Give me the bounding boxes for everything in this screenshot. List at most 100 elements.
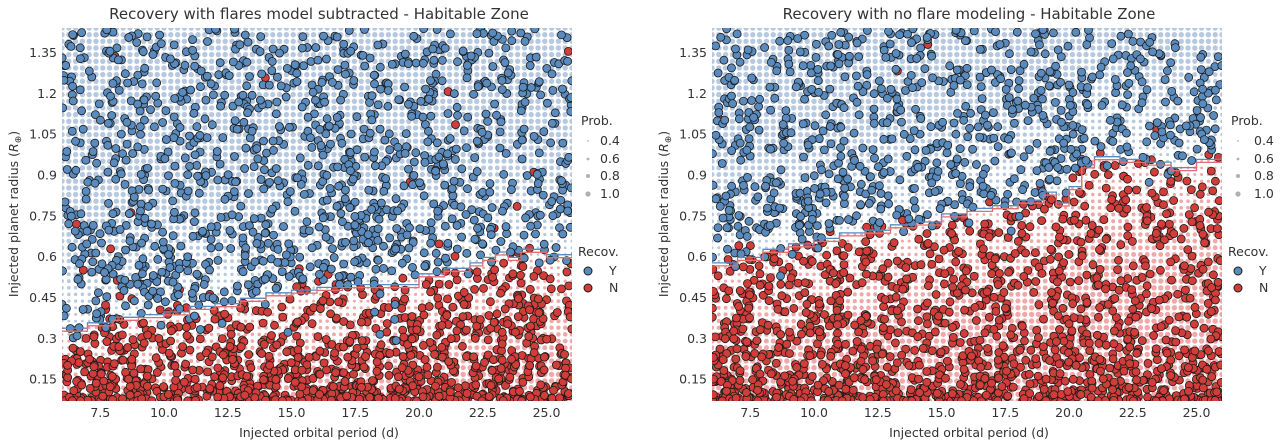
- probability-cell: [155, 265, 160, 270]
- probability-cell: [263, 38, 269, 44]
- probability-cell: [250, 272, 255, 277]
- probability-cell: [208, 45, 215, 51]
- probability-cell: [542, 58, 548, 64]
- probability-cell: [508, 58, 514, 64]
- probability-cell: [106, 71, 113, 78]
- probability-cell: [113, 185, 120, 191]
- probability-cell: [487, 152, 493, 158]
- probability-cell: [121, 339, 125, 343]
- probability-cell: [535, 71, 541, 78]
- probability-cell: [161, 91, 167, 98]
- probability-cell: [548, 32, 555, 38]
- probability-cell: [468, 232, 472, 237]
- probability-cell: [413, 205, 418, 210]
- probability-cell: [263, 205, 269, 211]
- probability-cell: [154, 58, 160, 64]
- probability-cell: [413, 252, 418, 257]
- probability-cell: [86, 118, 92, 125]
- probability-cell: [93, 125, 99, 131]
- probability-cell: [358, 371, 364, 377]
- probability-cell: [324, 158, 330, 164]
- probability-cell: [460, 172, 466, 177]
- probability-cell: [344, 105, 351, 111]
- probability-cell: [106, 191, 113, 198]
- probability-cell: [344, 125, 351, 131]
- probability-cell: [66, 238, 72, 244]
- probability-cell: [236, 51, 242, 58]
- probability-cell: [385, 71, 392, 78]
- probability-cell: [385, 125, 392, 131]
- probability-cell: [291, 232, 296, 237]
- probability-cell: [229, 205, 235, 211]
- probability-cell: [62, 98, 65, 104]
- probability-cell: [488, 199, 493, 204]
- probability-cell: [66, 252, 72, 257]
- probability-cell: [168, 158, 174, 164]
- probability-cell: [562, 332, 568, 337]
- probability-cell: [304, 198, 310, 204]
- probability-cell: [101, 286, 105, 290]
- probability-cell: [460, 371, 466, 378]
- probability-cell: [208, 105, 215, 111]
- probability-cell: [522, 286, 527, 290]
- probability-cell: [155, 345, 159, 350]
- probability-cell: [257, 272, 261, 276]
- probability-cell: [290, 45, 296, 51]
- probability-cell: [168, 85, 174, 91]
- probability-cell: [481, 172, 486, 177]
- probability-cell: [310, 65, 317, 71]
- probability-cell: [100, 85, 106, 91]
- point-not-recovered: [562, 267, 572, 277]
- probability-cell: [521, 145, 528, 151]
- probability-cell: [508, 85, 514, 91]
- probability-cell: [555, 78, 562, 85]
- probability-cell: [562, 28, 568, 31]
- probability-cell: [562, 111, 568, 118]
- probability-cell: [230, 252, 234, 257]
- probability-cell: [474, 38, 480, 44]
- probability-cell: [142, 299, 146, 303]
- probability-cell: [344, 85, 351, 91]
- probability-cell: [134, 118, 140, 125]
- probability-cell: [128, 313, 132, 316]
- probability-cell: [249, 98, 256, 105]
- probability-cell: [366, 272, 370, 276]
- probability-cell: [312, 299, 316, 303]
- probability-cell: [344, 78, 351, 85]
- probability-cell: [135, 332, 139, 336]
- probability-cell: [100, 185, 106, 191]
- probability-cell: [236, 138, 242, 144]
- probability-cell: [514, 71, 521, 78]
- point-not-recovered: [382, 319, 392, 328]
- probability-cell: [249, 185, 256, 191]
- probability-cell: [366, 279, 370, 283]
- probability-cell: [427, 299, 431, 303]
- probability-cell: [148, 345, 153, 350]
- probability-cell: [406, 78, 412, 85]
- probability-cell: [161, 205, 167, 211]
- probability-cell: [549, 185, 554, 191]
- probability-cell: [420, 239, 425, 243]
- probability-cell: [79, 65, 86, 71]
- probability-cell: [549, 325, 554, 330]
- probability-cell: [536, 239, 540, 243]
- probability-cell: [100, 65, 106, 71]
- probability-cell: [134, 58, 140, 64]
- probability-cell: [181, 78, 188, 85]
- probability-cell: [468, 279, 472, 283]
- probability-cell: [208, 58, 215, 64]
- probability-cell: [290, 145, 296, 151]
- probability-cell: [236, 165, 242, 171]
- probability-cell: [73, 285, 78, 290]
- probability-cell: [66, 258, 71, 264]
- probability-cell: [467, 192, 473, 197]
- probability-cell: [548, 371, 555, 378]
- probability-cell: [331, 58, 337, 64]
- probability-cell: [79, 118, 86, 125]
- probability-cell: [305, 252, 309, 257]
- probability-cell: [555, 152, 561, 158]
- probability-cell: [399, 165, 405, 171]
- probability-cell: [216, 358, 221, 364]
- probability-cell: [461, 272, 465, 276]
- probability-cell: [223, 252, 228, 257]
